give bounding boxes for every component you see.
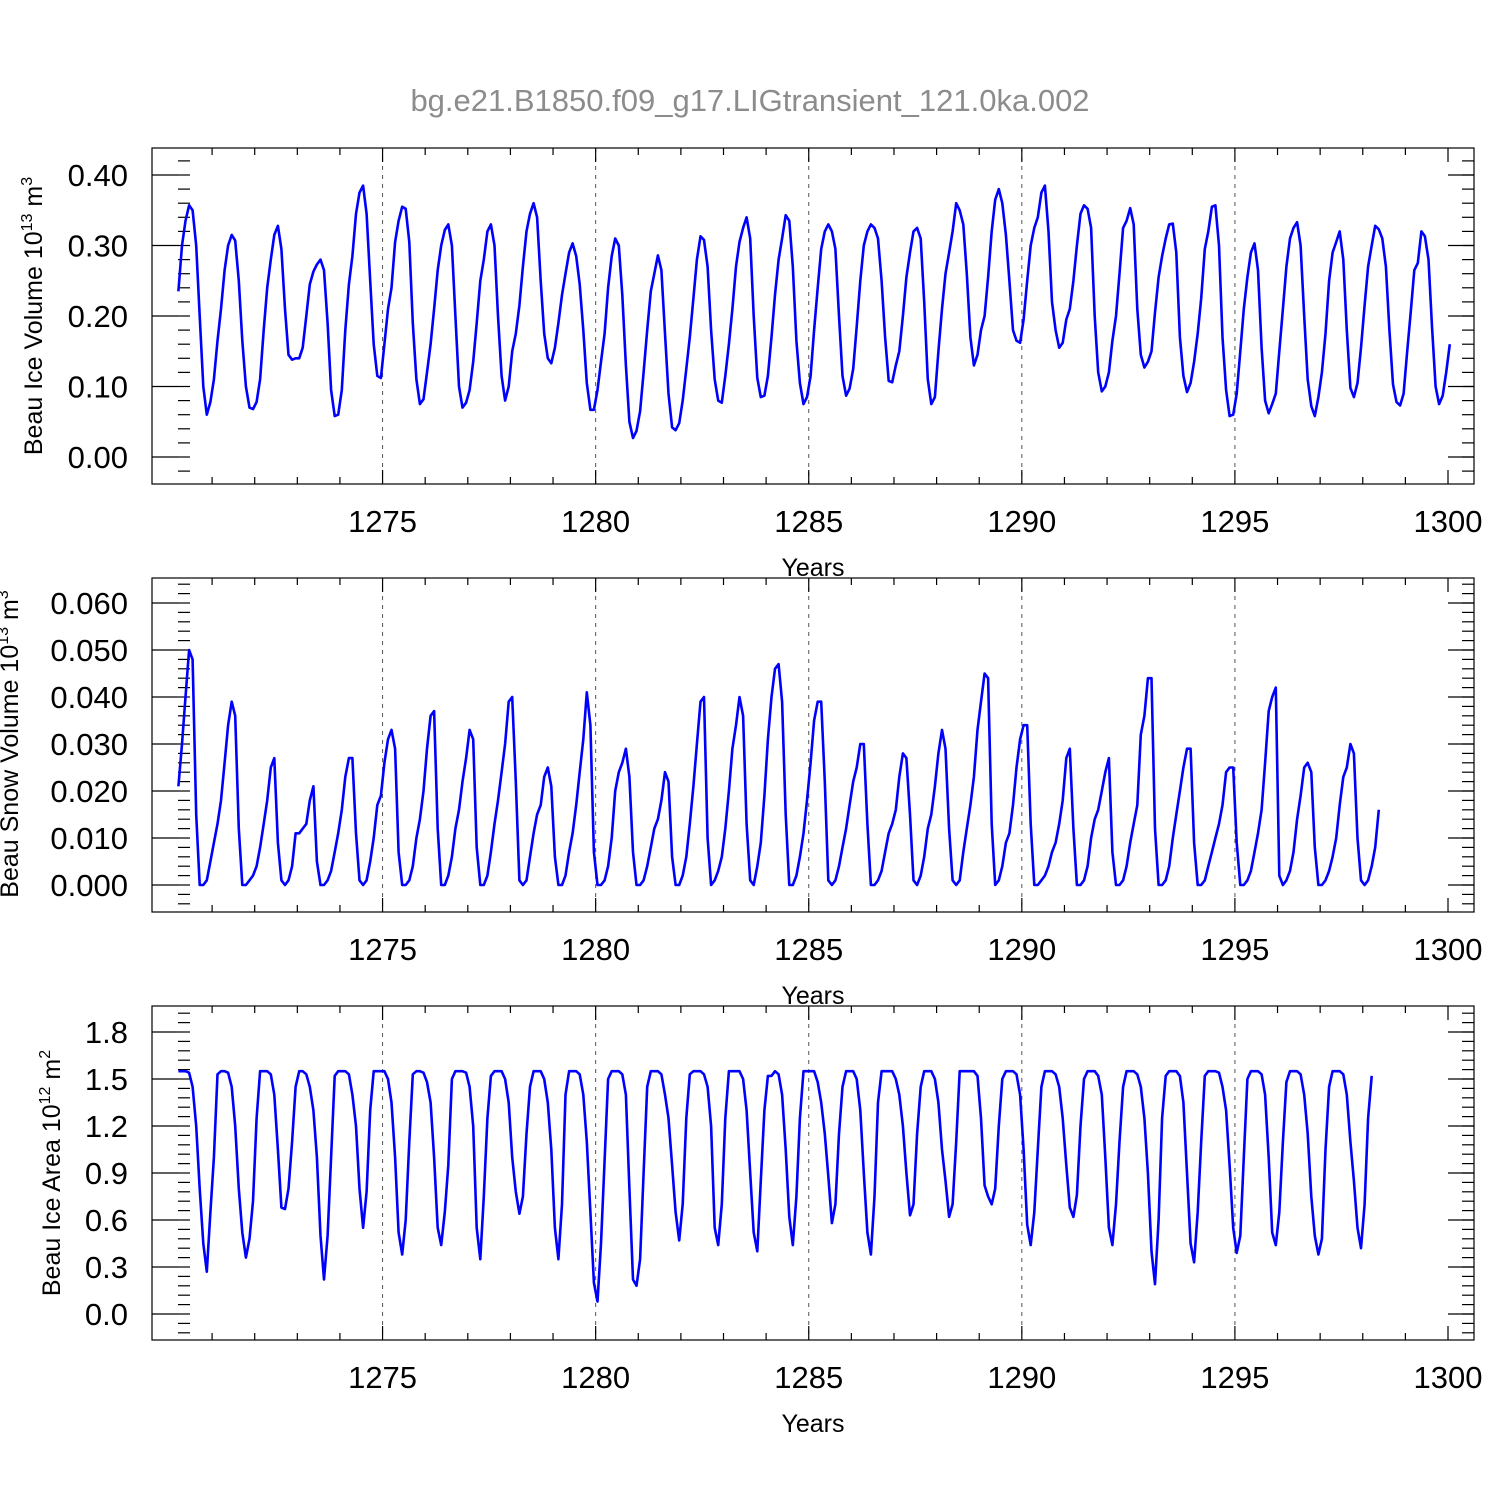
y-tick-label: 0.000 — [50, 868, 128, 903]
x-tick-label: 1295 — [1200, 504, 1269, 539]
y-tick-label: 0.30 — [68, 229, 128, 264]
plot-frame — [151, 1005, 1475, 1341]
x-tick-label: 1295 — [1200, 1360, 1269, 1395]
panel-snow-volume: 0.000 0.010 0.020 0.030 0.040 0.050 0.060 1275… — [0, 577, 1482, 1010]
x-tick-label: 1275 — [348, 504, 417, 539]
x-tick-label: 1285 — [774, 1360, 843, 1395]
x-tick-labels: 1275 1280 1285 1290 1295 1300 — [348, 1360, 1482, 1395]
tick-marks — [152, 578, 1474, 912]
y-tick-labels: 0.00 0.10 0.20 0.30 0.40 — [68, 158, 128, 475]
y-tick-label: 0.40 — [68, 158, 128, 193]
y-tick-label: 0.010 — [50, 821, 128, 856]
x-tick-label: 1280 — [561, 932, 630, 967]
y-tick-label: 0.050 — [50, 633, 128, 668]
y-tick-label: 0.030 — [50, 727, 128, 762]
tick-marks — [152, 1006, 1474, 1340]
x-tick-label: 1280 — [561, 1360, 630, 1395]
y-tick-label: 1.5 — [85, 1062, 128, 1097]
y-tick-label: 0.20 — [68, 299, 128, 334]
x-axis-label: Years — [781, 982, 844, 1010]
grid-lines — [382, 578, 1236, 912]
ice-area-line — [178, 1069, 1373, 1303]
tick-marks — [152, 148, 1474, 484]
y-tick-labels: 0.0 0.3 0.6 0.9 1.2 1.5 1.8 — [85, 1015, 128, 1332]
x-axis-label: Years — [781, 554, 844, 582]
y-axis-label: Beau Ice Area 1012 m2 — [37, 1050, 66, 1296]
plot-frame — [151, 577, 1475, 913]
y-tick-label: 0.00 — [68, 440, 128, 475]
y-tick-label: 0.6 — [85, 1203, 128, 1238]
x-tick-label: 1290 — [987, 1360, 1056, 1395]
y-tick-label: 0.9 — [85, 1156, 128, 1191]
grid-lines — [382, 148, 1236, 484]
y-tick-label: 0.3 — [85, 1250, 128, 1285]
y-tick-label: 0.040 — [50, 680, 128, 715]
x-tick-label: 1300 — [1414, 1360, 1483, 1395]
x-tick-label: 1290 — [987, 932, 1056, 967]
x-tick-labels: 1275 1280 1285 1290 1295 1300 — [348, 932, 1482, 967]
x-tick-label: 1300 — [1414, 504, 1483, 539]
y-tick-label: 1.2 — [85, 1109, 128, 1144]
x-tick-labels: 1275 1280 1285 1290 1295 1300 — [348, 504, 1482, 539]
ice-volume-line — [177, 184, 1452, 440]
x-tick-label: 1280 — [561, 504, 630, 539]
y-tick-label: 0.10 — [68, 370, 128, 405]
y-tick-label: 0.020 — [50, 774, 128, 809]
y-tick-label: 0.0 — [85, 1297, 128, 1332]
x-tick-label: 1290 — [987, 504, 1056, 539]
x-tick-label: 1285 — [774, 504, 843, 539]
x-tick-label: 1295 — [1200, 932, 1269, 967]
snow-volume-line — [177, 648, 1381, 887]
figure-title: bg.e21.B1850.f09_g17.LIGtransient_121.0k… — [410, 83, 1089, 118]
x-tick-label: 1275 — [348, 932, 417, 967]
x-axis-label: Years — [781, 1410, 844, 1438]
plot-frame — [151, 147, 1475, 485]
x-tick-label: 1300 — [1414, 932, 1483, 967]
x-tick-label: 1285 — [774, 932, 843, 967]
x-tick-label: 1275 — [348, 1360, 417, 1395]
grid-lines — [382, 1006, 1236, 1340]
y-tick-label: 1.8 — [85, 1015, 128, 1050]
y-tick-labels: 0.000 0.010 0.020 0.030 0.040 0.050 0.060 — [50, 586, 128, 903]
panel-ice-volume: 0.00 0.10 0.20 0.30 0.40 1275 1280 1285 1290 129… — [19, 147, 1482, 582]
y-tick-label: 0.060 — [50, 586, 128, 621]
y-axis-label: Beau Snow Volume 1013 m3 — [0, 590, 24, 898]
y-axis-label: Beau Ice Volume 1013 m3 — [19, 177, 48, 455]
panel-ice-area: 0.00.30.60.91.21.51.8 1275 1280 1285 1290 12… — [37, 1005, 1482, 1438]
